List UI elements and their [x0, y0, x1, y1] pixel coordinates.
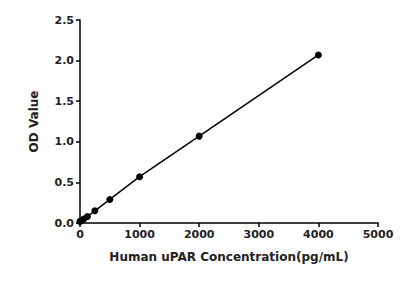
svg-text:4000: 4000: [303, 228, 334, 241]
svg-text:2.0: 2.0: [55, 54, 75, 67]
svg-text:1.5: 1.5: [55, 95, 75, 108]
svg-text:5000: 5000: [363, 228, 394, 241]
svg-text:1.0: 1.0: [55, 135, 75, 148]
svg-text:0.5: 0.5: [55, 176, 75, 189]
svg-text:1000: 1000: [124, 228, 155, 241]
svg-text:2.5: 2.5: [55, 14, 75, 27]
svg-text:0: 0: [76, 228, 84, 241]
svg-text:OD Value: OD Value: [27, 91, 41, 153]
svg-text:2000: 2000: [184, 228, 215, 241]
svg-text:Human uPAR Concentration(pg/mL: Human uPAR Concentration(pg/mL): [109, 250, 348, 264]
svg-text:0.0: 0.0: [55, 217, 75, 230]
svg-text:3000: 3000: [243, 228, 274, 241]
